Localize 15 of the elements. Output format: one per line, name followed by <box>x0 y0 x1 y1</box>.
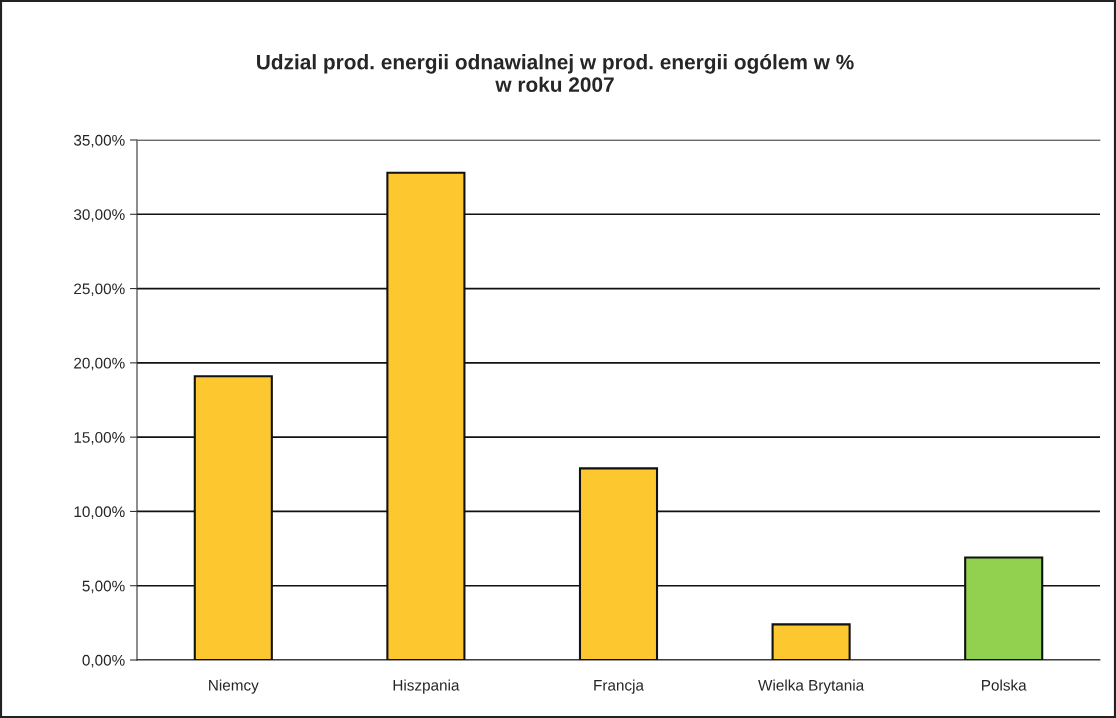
y-tick-label: 15,00% <box>74 432 125 445</box>
x-tick-label: Niemcy <box>209 679 259 694</box>
x-tick-label: Francja <box>594 679 644 694</box>
bar <box>771 623 851 660</box>
y-tick-label: 20,00% <box>74 357 125 371</box>
y-tick-label: 30,00% <box>73 209 125 222</box>
y-tick-label: 35,00% <box>73 134 125 148</box>
chart-title: Udzial prod. energii odnawialnej w prod. energii ogólem w % w roku 2007 <box>257 53 854 92</box>
x-tick-label: Hiszpania <box>393 679 460 694</box>
y-tick-label: 5,00% <box>82 580 125 594</box>
y-tick-label: 25,00% <box>74 283 125 297</box>
y-tick-label: 10,00% <box>74 506 125 519</box>
x-tick-label: Wielka Brytania <box>758 679 865 694</box>
y-tick-label: 0,00% <box>82 654 125 668</box>
x-tick-label: Polska <box>982 679 1027 691</box>
